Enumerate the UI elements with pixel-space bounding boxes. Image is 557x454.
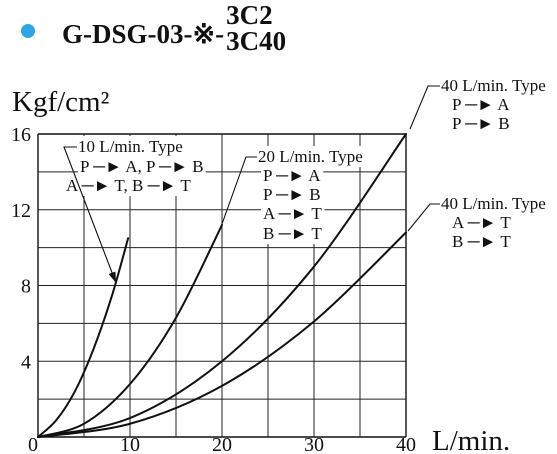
title-variant-bottom: 3C40 bbox=[226, 26, 286, 56]
callout-background bbox=[450, 94, 513, 115]
callout-background bbox=[256, 146, 365, 167]
callout-background bbox=[450, 212, 514, 233]
callout-title: 40 L/min. Type bbox=[441, 76, 546, 95]
callout-flow-label: A ─► T bbox=[452, 213, 511, 232]
callout-background bbox=[261, 165, 324, 186]
callout-flow-label: P ─► A bbox=[263, 166, 321, 185]
callout-background bbox=[261, 223, 325, 244]
callout-title: 10 L/min. Type bbox=[78, 137, 183, 156]
series-line-20-l-min-type bbox=[37, 223, 223, 438]
callout-leader-line bbox=[63, 146, 117, 284]
callout-flow-label: A ─► T bbox=[263, 204, 322, 223]
callout-flow-label: P ─► B bbox=[263, 185, 321, 204]
callout-background bbox=[450, 113, 512, 134]
callout-background bbox=[450, 231, 514, 252]
title-variant-top: 3C2 bbox=[226, 0, 273, 30]
bullet-dot-icon bbox=[21, 24, 35, 38]
x-tick-label: 40 bbox=[396, 434, 416, 454]
arrowhead-icon bbox=[108, 271, 116, 283]
callout-title: 40 L/min. Type bbox=[441, 194, 546, 213]
x-tick-label: 20 bbox=[212, 434, 232, 454]
y-tick-label: 4 bbox=[21, 351, 31, 373]
callout-flow-label: P ─► B bbox=[452, 114, 510, 133]
y-tick-label: 8 bbox=[21, 276, 31, 298]
series-line-10-l-min-type bbox=[37, 237, 130, 438]
series-lines bbox=[37, 133, 407, 438]
callout-background bbox=[261, 184, 323, 205]
series-line-40-l-min-type bbox=[37, 133, 407, 438]
callout-background bbox=[261, 203, 325, 224]
x-tick-label: 30 bbox=[304, 434, 324, 454]
y-tick-label: 12 bbox=[11, 200, 31, 222]
callout-flow-label: P ─► A bbox=[452, 95, 510, 114]
y-tick-label: 16 bbox=[11, 124, 31, 146]
x-axis-label: L/min. bbox=[432, 425, 510, 454]
callout-title: 20 L/min. Type bbox=[258, 147, 363, 166]
callout-flow-label: B ─► T bbox=[263, 224, 322, 243]
callout-flow-label: B ─► T bbox=[452, 232, 511, 251]
callout-flow-label: A ─► T, B ─► T bbox=[66, 176, 191, 195]
callout-leader-line bbox=[409, 85, 440, 130]
callout-leader-line bbox=[407, 203, 440, 232]
callout-background bbox=[78, 156, 206, 177]
x-tick-label: 10 bbox=[120, 434, 140, 454]
callout-background bbox=[64, 175, 194, 196]
tick-labels: 0 10 20 30 40 4 8 12 16 bbox=[11, 124, 416, 454]
callout-background bbox=[439, 193, 548, 214]
x-tick-label: 0 bbox=[28, 434, 38, 454]
y-axis-label: Kgf/cm² bbox=[12, 86, 110, 118]
title-block: G-DSG-03-※- 3C2 3C40 bbox=[21, 0, 286, 56]
callout-flow-label: P ─► A, P ─► B bbox=[80, 157, 204, 176]
callout-background bbox=[76, 136, 185, 157]
callout-leader-line bbox=[221, 156, 257, 225]
callout-background bbox=[439, 75, 548, 96]
series-line-40-l-min-type-2 bbox=[37, 231, 407, 438]
title-model-code: G-DSG-03-※- bbox=[62, 19, 224, 49]
